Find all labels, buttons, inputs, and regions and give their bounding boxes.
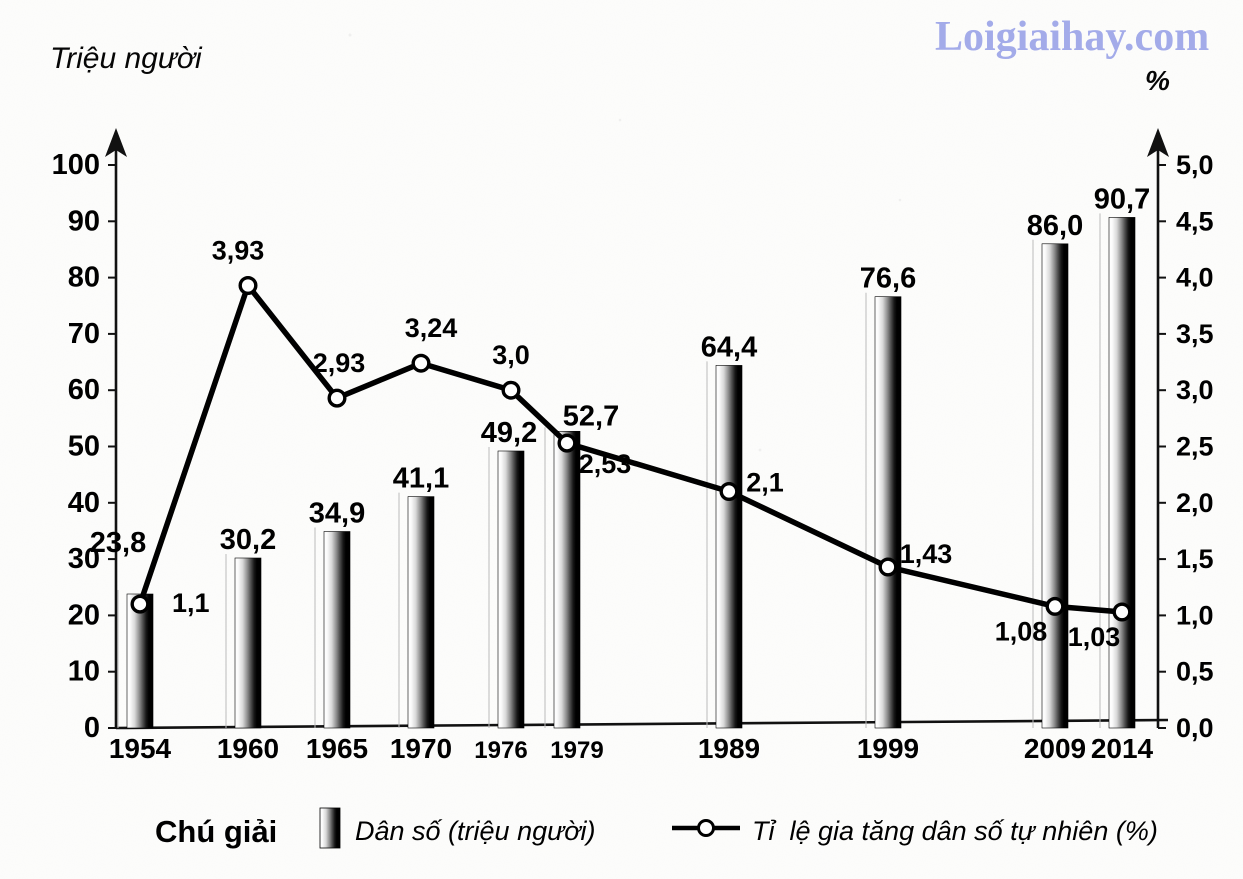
svg-text:41,1: 41,1 bbox=[393, 463, 449, 495]
svg-text:3,0: 3,0 bbox=[492, 340, 530, 370]
svg-text:1960: 1960 bbox=[217, 733, 279, 764]
svg-text:34,9: 34,9 bbox=[309, 498, 365, 530]
svg-text:Loigiaihay.com: Loigiaihay.com bbox=[935, 14, 1209, 60]
svg-text:10: 10 bbox=[68, 656, 100, 688]
svg-text:Dân số (triệu người): Dân số (triệu người) bbox=[355, 816, 596, 846]
svg-text:0,5: 0,5 bbox=[1176, 657, 1214, 687]
svg-text:3,24: 3,24 bbox=[405, 313, 458, 343]
svg-text:0,0: 0,0 bbox=[1176, 713, 1214, 743]
svg-text:60: 60 bbox=[68, 374, 100, 406]
svg-text:3,0: 3,0 bbox=[1176, 375, 1214, 405]
svg-text:1,0: 1,0 bbox=[1176, 600, 1214, 630]
svg-text:2,53: 2,53 bbox=[579, 449, 632, 479]
svg-text:1,1: 1,1 bbox=[172, 588, 210, 618]
svg-text:1989: 1989 bbox=[698, 733, 760, 764]
svg-text:Tỉ lệ gia tăng dân số tự nhiê: Tỉ lệ gia tăng dân số tự nhiên (%) bbox=[752, 816, 1158, 846]
svg-text:50: 50 bbox=[68, 431, 100, 463]
svg-text:2,5: 2,5 bbox=[1176, 432, 1214, 462]
svg-text:52,7: 52,7 bbox=[563, 400, 619, 432]
svg-text:1979: 1979 bbox=[550, 737, 603, 764]
svg-text:30,2: 30,2 bbox=[220, 524, 276, 556]
svg-text:2,0: 2,0 bbox=[1176, 488, 1214, 518]
svg-text:86,0: 86,0 bbox=[1027, 210, 1083, 242]
svg-text:Triệu người: Triệu người bbox=[50, 42, 203, 75]
svg-text:4,5: 4,5 bbox=[1176, 206, 1214, 236]
svg-text:100: 100 bbox=[52, 149, 100, 181]
svg-text:1,43: 1,43 bbox=[900, 539, 953, 569]
svg-text:Chú giải: Chú giải bbox=[155, 814, 277, 849]
svg-text:20: 20 bbox=[68, 599, 100, 631]
svg-text:1954: 1954 bbox=[109, 733, 172, 764]
svg-text:90: 90 bbox=[68, 205, 100, 237]
svg-text:%: % bbox=[1145, 65, 1170, 96]
svg-text:2,1: 2,1 bbox=[746, 468, 784, 498]
svg-text:40: 40 bbox=[68, 487, 100, 519]
svg-text:76,6: 76,6 bbox=[860, 263, 916, 295]
svg-text:23,8: 23,8 bbox=[90, 527, 146, 559]
svg-text:64,4: 64,4 bbox=[701, 331, 757, 363]
svg-text:4,0: 4,0 bbox=[1176, 263, 1214, 293]
svg-text:3,93: 3,93 bbox=[212, 236, 265, 266]
svg-text:3,5: 3,5 bbox=[1176, 319, 1214, 349]
svg-text:5,0: 5,0 bbox=[1176, 150, 1214, 180]
svg-text:0: 0 bbox=[84, 712, 100, 744]
svg-text:1976: 1976 bbox=[474, 737, 527, 764]
svg-text:2014: 2014 bbox=[1091, 733, 1154, 764]
svg-text:1,08: 1,08 bbox=[995, 616, 1048, 646]
svg-text:2009: 2009 bbox=[1024, 733, 1086, 764]
svg-text:1999: 1999 bbox=[857, 733, 919, 764]
svg-text:2,93: 2,93 bbox=[313, 348, 366, 378]
svg-text:1965: 1965 bbox=[306, 733, 368, 764]
svg-text:1,5: 1,5 bbox=[1176, 544, 1214, 574]
svg-text:1,03: 1,03 bbox=[1068, 622, 1121, 652]
svg-text:1970: 1970 bbox=[390, 733, 452, 764]
svg-text:80: 80 bbox=[68, 262, 100, 294]
svg-text:90,7: 90,7 bbox=[1094, 183, 1150, 215]
svg-text:49,2: 49,2 bbox=[481, 417, 537, 449]
svg-text:70: 70 bbox=[68, 318, 100, 350]
